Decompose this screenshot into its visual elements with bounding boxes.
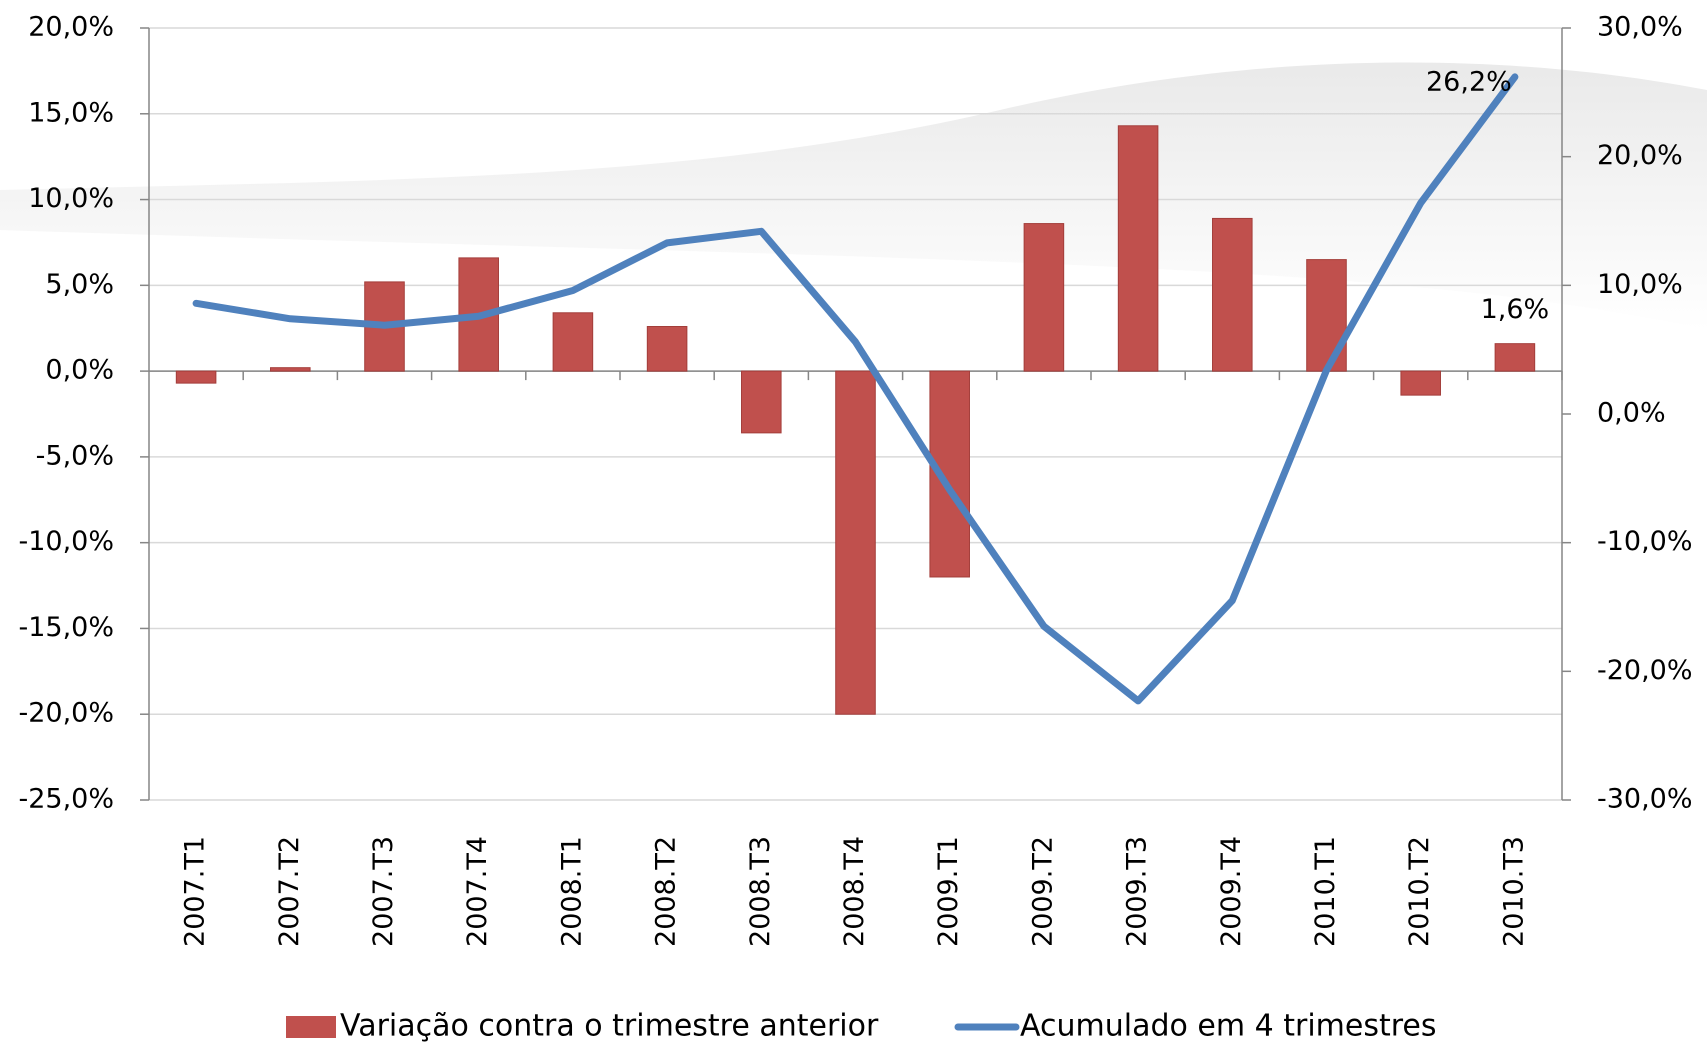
y2-tick-label: 30,0% [1597, 12, 1683, 43]
x-tick-label: 2010.T2 [1404, 836, 1435, 947]
x-tick-label: 2007.T3 [368, 836, 399, 947]
data-label: 1,6% [1481, 294, 1550, 325]
x-tick-label: 2010.T1 [1310, 836, 1341, 947]
background-swoosh [0, 62, 1707, 330]
x-tick-label: 2007.T1 [180, 836, 211, 947]
bar [1306, 259, 1347, 372]
y2-tick-label: -10,0% [1597, 526, 1693, 557]
bar [175, 370, 217, 384]
y2-tick-label: -30,0% [1597, 784, 1693, 815]
bar [1212, 217, 1253, 372]
y2-tick-label: 10,0% [1597, 269, 1683, 300]
x-tick-label: 2007.T4 [462, 836, 493, 947]
bar [741, 370, 782, 434]
y-tick-label: -25,0% [18, 784, 114, 815]
bar [1400, 370, 1441, 396]
y-tick-label: -20,0% [18, 698, 114, 729]
x-tick-label: 2010.T3 [1498, 836, 1529, 947]
legend-label: Acumulado em 4 trimestres [1020, 1009, 1437, 1042]
y2-tick-label: 20,0% [1597, 140, 1683, 171]
bar [1023, 223, 1065, 372]
x-tick-label: 2009.T4 [1216, 836, 1247, 947]
bar [835, 370, 876, 715]
line [192, 73, 1519, 705]
y-tick-label: 10,0% [28, 183, 114, 214]
y-tick-label: 15,0% [28, 97, 114, 128]
y2-tick-label: -20,0% [1597, 655, 1693, 686]
bar [552, 312, 594, 372]
x-tick-label: 2009.T2 [1027, 836, 1058, 947]
y-tick-label: -10,0% [18, 526, 114, 557]
y-tick-label: 5,0% [45, 269, 114, 300]
x-tick-label: 2007.T2 [274, 836, 305, 947]
bar [1494, 343, 1536, 372]
x-tick-label: 2008.T1 [556, 836, 587, 947]
x-tick-label: 2008.T4 [839, 836, 870, 947]
x-tick-label: 2008.T3 [745, 836, 776, 947]
bar [270, 367, 311, 372]
x-tick-label: 2008.T2 [651, 836, 682, 947]
y-tick-label: 20,0% [28, 12, 114, 43]
bar [646, 326, 688, 372]
y2-tick-label: 0,0% [1597, 398, 1666, 429]
data-label: 26,2% [1426, 66, 1512, 97]
y-tick-label: 0,0% [45, 355, 114, 386]
bar [1117, 125, 1159, 372]
y-tick-label: -15,0% [18, 612, 114, 643]
x-tick-label: 2009.T1 [933, 836, 964, 947]
x-tick-label: 2009.T3 [1122, 836, 1153, 947]
y-tick-label: -5,0% [36, 440, 114, 471]
legend-label: Variação contra o trimestre anterior [340, 1009, 879, 1042]
legend-swatch [286, 1016, 336, 1038]
